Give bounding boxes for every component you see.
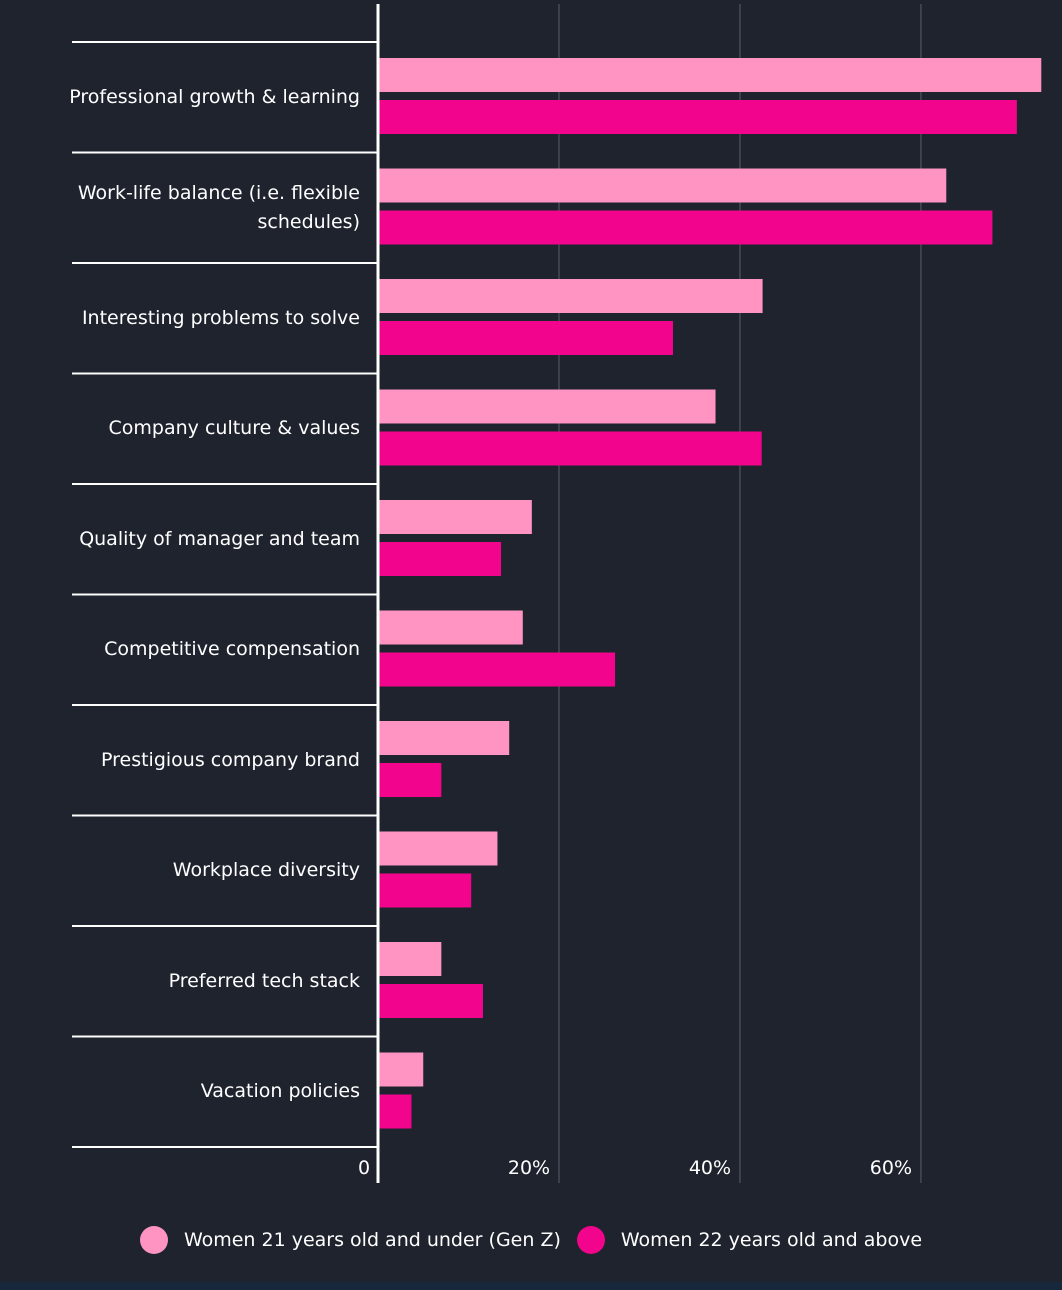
bar-gen-z <box>378 168 947 203</box>
bar-over-22 <box>378 210 993 245</box>
bar-over-22 <box>378 100 1017 134</box>
category-label: Work-life balance (i.e. flexible schedul… <box>77 181 360 233</box>
bar-over-22 <box>378 1094 412 1129</box>
bar-gen-z <box>378 610 523 645</box>
category-label: Preferred tech stack <box>168 969 360 992</box>
category-label: Company culture & values <box>108 417 360 440</box>
x-tick-label: 0 <box>358 1157 371 1179</box>
bar-chart: Professional growth & learning Work-life … <box>69 4 1042 1183</box>
bar-over-22 <box>378 873 472 908</box>
bar-over-22 <box>378 321 673 355</box>
category-label: Interesting problems to solve <box>81 306 360 329</box>
bar-gen-z <box>378 831 498 866</box>
category-label: Workplace diversity <box>172 859 360 882</box>
bar-gen-z <box>378 942 442 976</box>
x-tick-label: 20% <box>507 1157 551 1179</box>
bar-over-22 <box>378 542 502 576</box>
legend-item-gen-z: Women 21 years old and under (Gen Z) <box>139 1226 561 1254</box>
bar-gen-z <box>378 389 716 424</box>
bar-gen-z <box>378 58 1042 92</box>
legend-label-over-22: Women 22 years old and above <box>620 1229 923 1251</box>
bar-gen-z <box>378 500 532 534</box>
legend-swatch-gen-z <box>139 1226 168 1254</box>
bar-gen-z <box>378 1052 424 1087</box>
category-label: Competitive compensation <box>104 638 360 661</box>
bar-gen-z <box>378 279 763 313</box>
category-label: Vacation policies <box>200 1080 360 1103</box>
legend-label-gen-z: Women 21 years old and under (Gen Z) <box>183 1229 561 1251</box>
category-label: Professional growth & learning <box>69 85 360 108</box>
x-tick-label: 60% <box>869 1157 913 1179</box>
bar-gen-z <box>378 721 510 755</box>
bar-over-22 <box>378 652 616 687</box>
bar-over-22 <box>378 984 483 1018</box>
bar-over-22 <box>378 431 762 466</box>
category-label: Quality of manager and team <box>79 527 360 550</box>
legend-item-over-22: Women 22 years old and above <box>576 1226 923 1254</box>
x-tick-label: 40% <box>688 1157 732 1179</box>
chart-legend: Women 21 years old and under (Gen Z) Wom… <box>0 1220 1062 1260</box>
chart-plot <box>72 4 1042 1183</box>
category-label: Prestigious company brand <box>100 748 360 771</box>
legend-swatch-over-22 <box>576 1226 605 1254</box>
bottom-strip <box>0 1282 1062 1290</box>
bar-over-22 <box>378 763 442 797</box>
